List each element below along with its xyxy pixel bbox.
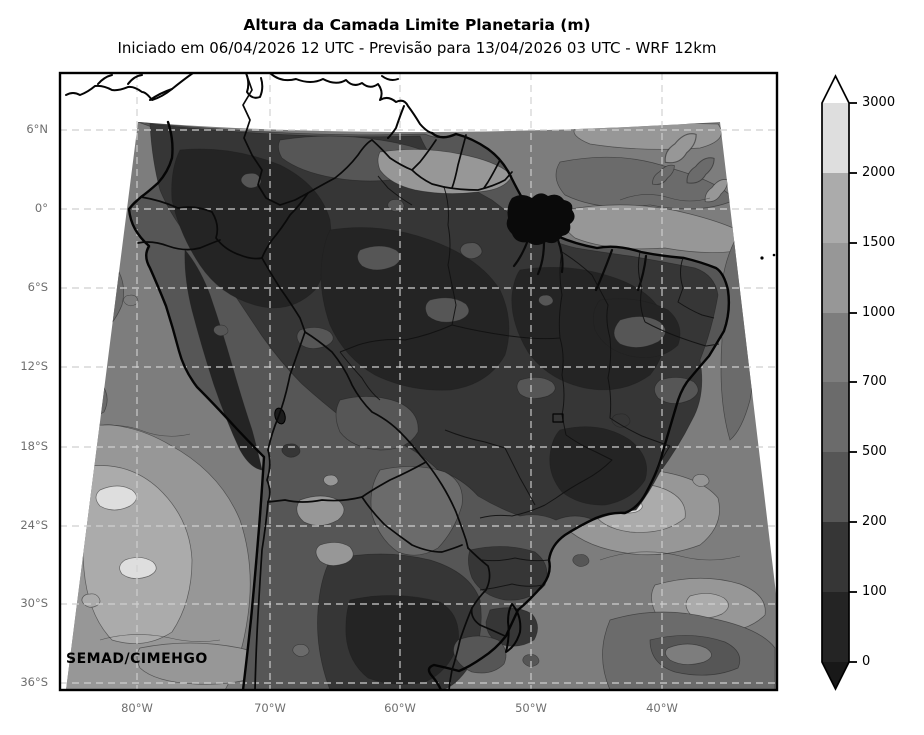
colorbar-segment <box>822 592 849 662</box>
ytick-30s: 30°S <box>20 596 48 610</box>
xtick-60w: 60°W <box>384 701 416 715</box>
amazon-delta <box>506 193 575 245</box>
country-borders <box>137 73 513 690</box>
page-subtitle: Iniciado em 06/04/2026 12 UTC - Previsão… <box>117 39 717 57</box>
cbtick-1000: 1000 <box>862 305 896 320</box>
island-dot <box>772 253 776 257</box>
ytick-24s: 24°S <box>20 518 48 532</box>
cbtick-200: 200 <box>862 514 887 529</box>
colorbar-tickmarks <box>849 102 857 663</box>
xtick-70w: 70°W <box>254 701 286 715</box>
xtick-40w: 40°W <box>646 701 678 715</box>
cbtick-700: 700 <box>862 374 887 389</box>
inland-medium-patches <box>81 135 710 674</box>
ytick-18s: 18°S <box>20 439 48 453</box>
colorbar <box>821 74 857 691</box>
colorbar-segment <box>822 452 849 522</box>
colorbar-segment <box>822 173 849 243</box>
ytick-0: 0° <box>34 201 48 215</box>
page-title: Altura da Camada Limite Planetaria (m) <box>243 16 591 34</box>
geography-lines <box>65 73 776 690</box>
graticule <box>60 73 777 690</box>
model-domain-field <box>66 122 777 690</box>
ytick-12s: 12°S <box>20 359 48 373</box>
island-dot <box>760 256 764 260</box>
watermark: SEMAD/CIMEHGO <box>66 651 208 667</box>
distrito-federal-marker <box>552 413 564 423</box>
colorbar-segment <box>822 313 849 382</box>
colorbar-segment <box>822 522 849 592</box>
ytick-6s: 6°S <box>27 280 48 294</box>
cbtick-3000: 3000 <box>862 95 896 110</box>
cbtick-2000: 2000 <box>862 165 896 180</box>
state-borders <box>339 175 720 591</box>
colorbar-segment <box>822 243 849 313</box>
colorbar-extend-under <box>822 662 849 689</box>
xtick-80w: 80°W <box>121 701 153 715</box>
cbtick-1500: 1500 <box>862 235 896 250</box>
cbtick-100: 100 <box>862 584 887 599</box>
ytick-36s: 36°S <box>20 675 48 689</box>
cbtick-500: 500 <box>862 444 887 459</box>
xtick-50w: 50°W <box>515 701 547 715</box>
colorbar-extend-over <box>822 76 849 103</box>
cbtick-0: 0 <box>862 654 871 669</box>
colorbar-segment <box>822 103 849 173</box>
ytick-6n: 6°N <box>26 122 48 136</box>
colorbar-segment <box>822 382 849 452</box>
axes-frame <box>58 71 779 692</box>
